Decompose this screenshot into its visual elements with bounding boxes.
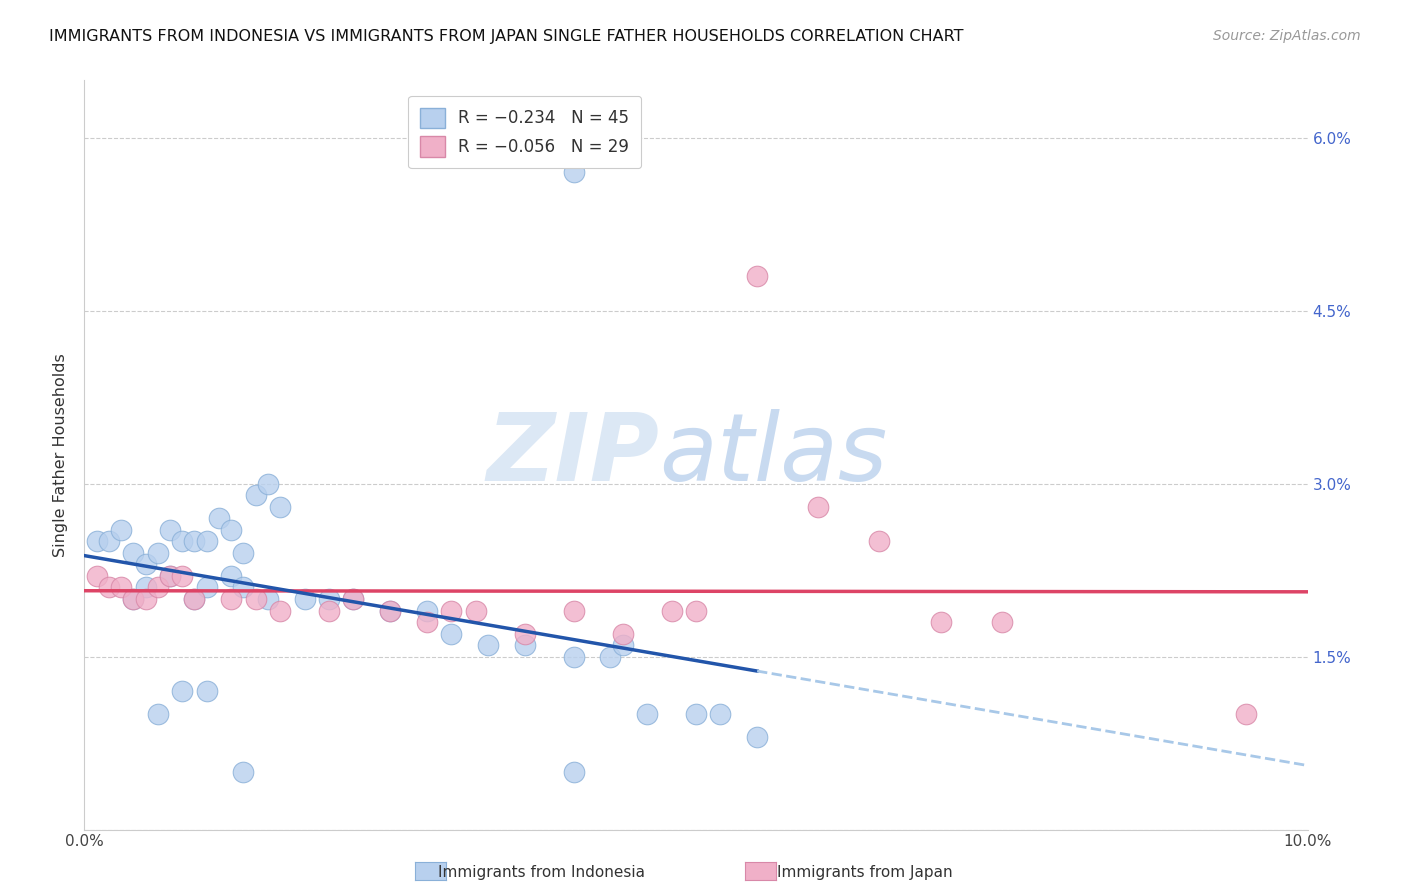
Point <box>135 592 157 607</box>
Text: Immigrants from Japan: Immigrants from Japan <box>778 865 952 880</box>
Point <box>86 534 108 549</box>
Point <box>110 523 132 537</box>
Point <box>172 684 194 698</box>
Point <box>172 534 194 549</box>
Point <box>612 626 634 640</box>
Point <box>685 707 707 722</box>
Point <box>86 569 108 583</box>
Legend: R = −0.234   N = 45, R = −0.056   N = 29: R = −0.234 N = 45, R = −0.056 N = 29 <box>408 96 641 169</box>
Point <box>416 603 439 617</box>
Point <box>146 581 169 595</box>
Text: ZIP: ZIP <box>486 409 659 501</box>
Text: atlas: atlas <box>659 409 887 500</box>
Text: Immigrants from Indonesia: Immigrants from Indonesia <box>437 865 645 880</box>
Point <box>122 546 145 560</box>
Point <box>869 534 891 549</box>
Point <box>294 592 316 607</box>
Point <box>416 615 439 629</box>
Text: Source: ZipAtlas.com: Source: ZipAtlas.com <box>1213 29 1361 43</box>
Y-axis label: Single Father Households: Single Father Households <box>53 353 69 557</box>
Point <box>612 638 634 652</box>
Point <box>257 476 280 491</box>
Point <box>195 534 218 549</box>
Point <box>159 523 181 537</box>
Point <box>562 603 585 617</box>
Point <box>464 603 486 617</box>
Point <box>747 269 769 284</box>
Point <box>599 649 621 664</box>
Point <box>195 684 218 698</box>
Point <box>342 592 364 607</box>
Point <box>269 500 291 514</box>
Point <box>245 592 267 607</box>
Point <box>318 592 340 607</box>
Point <box>122 592 145 607</box>
Point <box>110 581 132 595</box>
Point <box>232 546 254 560</box>
Point <box>183 592 205 607</box>
Point <box>219 569 242 583</box>
Point <box>929 615 952 629</box>
Point <box>172 569 194 583</box>
Point <box>245 488 267 502</box>
Point <box>146 707 169 722</box>
Point <box>513 626 536 640</box>
Point <box>146 546 169 560</box>
Point <box>562 649 585 664</box>
Point <box>709 707 731 722</box>
Point <box>513 638 536 652</box>
Point <box>232 581 254 595</box>
Point <box>440 626 463 640</box>
Point <box>636 707 658 722</box>
Point <box>562 165 585 179</box>
Point <box>685 603 707 617</box>
Point <box>219 592 242 607</box>
Point <box>380 603 402 617</box>
Point <box>807 500 830 514</box>
Point <box>183 534 205 549</box>
Point <box>318 603 340 617</box>
Point <box>269 603 291 617</box>
Point <box>380 603 402 617</box>
Point <box>562 764 585 779</box>
Point <box>183 592 205 607</box>
Point <box>257 592 280 607</box>
Point <box>661 603 683 617</box>
Point <box>208 511 231 525</box>
Point <box>195 581 218 595</box>
Point <box>991 615 1014 629</box>
Text: IMMIGRANTS FROM INDONESIA VS IMMIGRANTS FROM JAPAN SINGLE FATHER HOUSEHOLDS CORR: IMMIGRANTS FROM INDONESIA VS IMMIGRANTS … <box>49 29 963 44</box>
Point <box>232 764 254 779</box>
Point <box>159 569 181 583</box>
Point <box>159 569 181 583</box>
Point <box>97 581 120 595</box>
Point <box>747 731 769 745</box>
Point <box>440 603 463 617</box>
Point <box>122 592 145 607</box>
Point <box>1236 707 1258 722</box>
Point <box>219 523 242 537</box>
Point <box>135 558 157 572</box>
Point <box>477 638 499 652</box>
Point <box>135 581 157 595</box>
Point <box>97 534 120 549</box>
Point <box>342 592 364 607</box>
